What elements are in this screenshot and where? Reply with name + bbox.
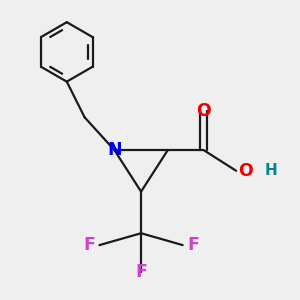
Text: F: F bbox=[135, 263, 147, 281]
Text: F: F bbox=[187, 236, 199, 254]
Text: F: F bbox=[83, 236, 95, 254]
Text: H: H bbox=[264, 163, 277, 178]
Text: N: N bbox=[107, 141, 122, 159]
Text: O: O bbox=[238, 162, 252, 180]
Text: O: O bbox=[196, 102, 211, 120]
